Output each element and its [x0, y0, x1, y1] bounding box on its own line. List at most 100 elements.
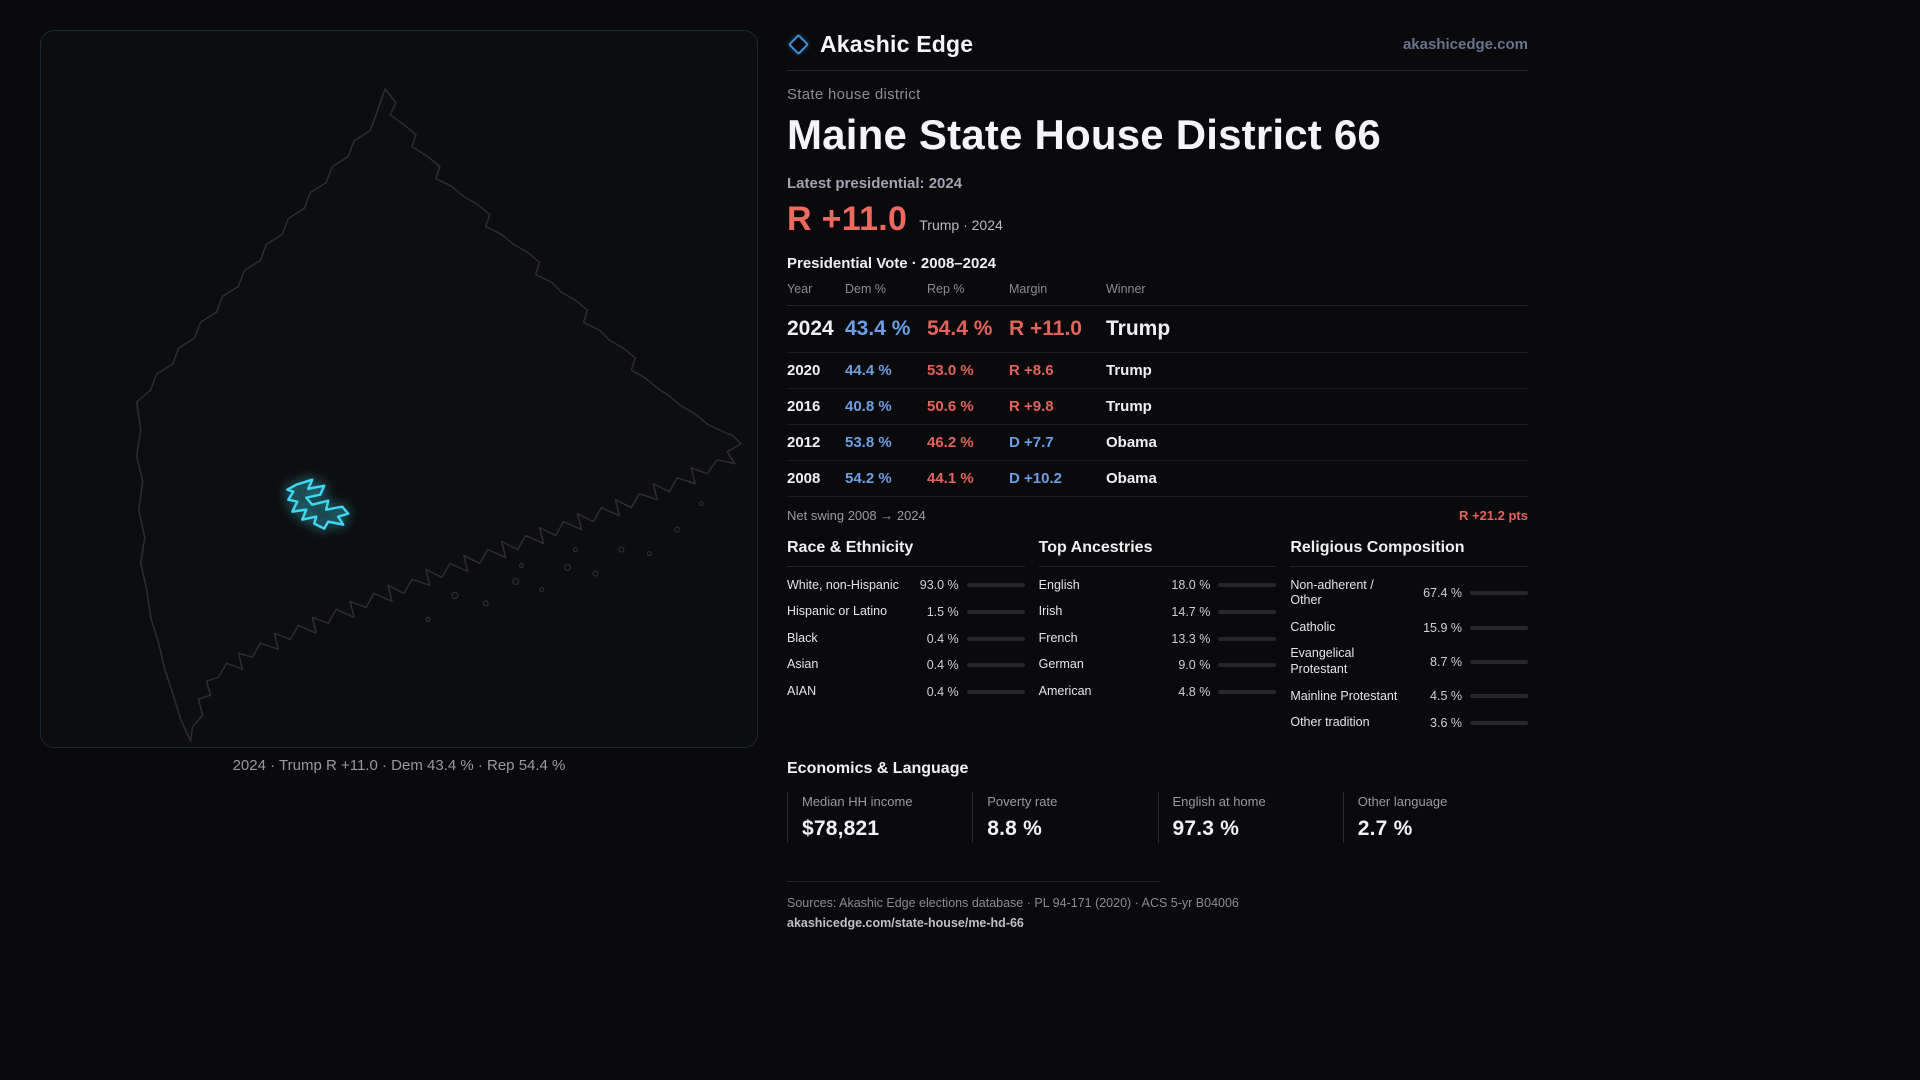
header-divider [787, 70, 1528, 71]
demo-item: Black 0.4 % [787, 625, 1025, 652]
demo-label: Black [787, 630, 818, 645]
stat-value: $78,821 [802, 817, 880, 841]
vote-table-header: Year Dem % Rep % Margin Winner [787, 282, 1528, 306]
district-kicker: State house district [787, 86, 921, 103]
cell-margin: R +8.6 [1009, 362, 1054, 379]
religion-column: Religious Composition Non-adherent / Oth… [1290, 539, 1529, 737]
permalink[interactable]: akashicedge.com/state-house/me-hd-66 [787, 916, 1024, 931]
demo-label: Catholic [1290, 619, 1336, 634]
demo-item: AIAN 0.4 % [787, 679, 1025, 706]
stat-other-language: Other language 2.7 % [1342, 792, 1528, 844]
demo-value: 0.4 % [926, 658, 959, 673]
table-row: 2024 43.4 % 54.4 % R +11.0 Trump [787, 306, 1528, 353]
district-66-shape[interactable] [286, 478, 350, 530]
bar-track [1218, 689, 1277, 694]
cell-dem: 54.2 % [845, 470, 892, 487]
headline-context: Trump · 2024 [919, 217, 1003, 233]
cell-winner: Trump [1106, 317, 1171, 340]
cell-rep: 54.4 % [927, 317, 993, 340]
profile-panel: Akashic Edge akashicedge.com State house… [787, 28, 1529, 931]
cell-rep: 46.2 % [927, 434, 974, 451]
cell-rep: 50.6 % [927, 398, 974, 415]
demo-label: Irish [1038, 604, 1063, 619]
stat-label: Median HH income [802, 794, 913, 810]
race-ethnicity-column: Race & Ethnicity White, non-Hispanic 93.… [787, 539, 1025, 736]
cell-year: 2020 [787, 362, 821, 379]
cell-margin: D +10.2 [1009, 470, 1062, 487]
cell-dem: 40.8 % [845, 398, 892, 415]
bar-track [1470, 591, 1529, 596]
cell-year: 2012 [787, 434, 821, 451]
demo-item: Non-adherent / Other 67.4 % [1290, 572, 1529, 614]
maine-state-outline [135, 88, 742, 742]
demo-value: 9.0 % [1178, 658, 1211, 673]
demo-label: Mainline Protestant [1290, 688, 1398, 703]
cell-year: 2008 [787, 470, 821, 487]
cell-margin: R +9.8 [1009, 398, 1054, 415]
cell-rep: 44.1 % [927, 470, 974, 487]
bar-track [1218, 663, 1277, 668]
bar-track [966, 689, 1025, 694]
brand-domain-link[interactable]: akashicedge.com [1402, 35, 1528, 53]
demo-item: English 18.0 % [1039, 572, 1277, 599]
table-row: 2008 54.2 % 44.1 % D +10.2 Obama [787, 461, 1528, 497]
footer-divider [787, 881, 1160, 883]
demo-item: French 13.3 % [1039, 625, 1277, 652]
cell-winner: Trump [1106, 398, 1152, 415]
demo-label: Evangelical Protestant [1290, 646, 1355, 676]
cell-dem: 53.8 % [845, 434, 892, 451]
cell-winner: Obama [1106, 434, 1157, 451]
demo-label: French [1038, 630, 1078, 645]
demo-value: 14.7 % [1171, 604, 1211, 619]
cell-rep: 53.0 % [927, 362, 974, 379]
col-header-margin: Margin [1009, 282, 1048, 296]
stat-median-hh-income: Median HH income $78,821 [787, 792, 972, 844]
brand-name: Akashic Edge [820, 30, 974, 57]
economics-stats: Median HH income $78,821 Poverty rate 8.… [787, 792, 1528, 844]
demo-label: Non-adherent / Other [1290, 577, 1374, 608]
bar-track [1218, 583, 1277, 588]
brand-diamond-icon [787, 33, 810, 55]
demo-value: 13.3 % [1171, 631, 1211, 646]
vote-table-title: Presidential Vote · 2008–2024 [787, 255, 997, 272]
bar-track [966, 609, 1025, 614]
demo-value: 1.5 % [926, 604, 959, 619]
demo-item: American 4.8 % [1039, 679, 1277, 706]
bar-track [1218, 636, 1277, 641]
stat-label: English at home [1172, 794, 1266, 810]
table-row: 2016 40.8 % 50.6 % R +9.8 Trump [787, 389, 1528, 425]
demo-item: Other tradition 3.6 % [1290, 710, 1529, 737]
net-swing-row: Net swing 2008 → 2024 R +21.2 pts [787, 508, 1528, 523]
bar-track [1470, 721, 1529, 726]
col-header-year: Year [787, 282, 813, 296]
cell-year: 2016 [787, 398, 821, 415]
economics-title: Economics & Language [787, 760, 969, 778]
demo-item: Irish 14.7 % [1039, 599, 1277, 626]
demo-item: Evangelical Protestant 8.7 % [1290, 641, 1529, 683]
stat-value: 8.8 % [987, 817, 1042, 841]
page-title: Maine State House District 66 [787, 111, 1381, 158]
demo-value: 0.4 % [926, 631, 959, 646]
demo-value: 18.0 % [1171, 578, 1211, 593]
demo-value: 3.6 % [1430, 716, 1463, 731]
net-swing-label: Net swing 2008 → 2024 [787, 508, 926, 523]
section-title: Religious Composition [1290, 539, 1529, 567]
bar-track [1470, 660, 1529, 664]
net-swing-value: R +21.2 pts [1458, 508, 1528, 523]
demo-value: 8.7 % [1430, 655, 1463, 669]
latest-presidential-label: Latest presidential: 2024 [787, 175, 963, 192]
bar-track [966, 636, 1025, 641]
stat-value: 2.7 % [1357, 817, 1413, 841]
demo-value: 15.9 % [1423, 620, 1463, 635]
stat-value: 97.3 % [1172, 817, 1240, 841]
demo-label: AIAN [787, 684, 817, 698]
section-title: Race & Ethnicity [787, 539, 1025, 567]
table-row: 2012 53.8 % 46.2 % D +7.7 Obama [787, 425, 1528, 461]
demographics-section: Race & Ethnicity White, non-Hispanic 93.… [787, 539, 1529, 737]
demo-label: Asian [787, 657, 819, 672]
demo-item: Asian 0.4 % [787, 652, 1025, 679]
bar-track [966, 583, 1025, 588]
ancestries-column: Top Ancestries English 18.0 % Irish 14.7… [1038, 539, 1277, 736]
cell-year: 2024 [787, 317, 834, 340]
demo-value: 93.0 % [919, 578, 959, 593]
